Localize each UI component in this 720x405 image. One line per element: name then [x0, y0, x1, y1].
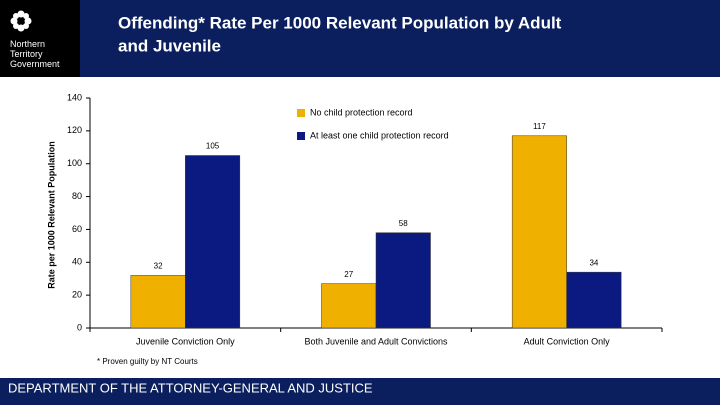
- x-tick-label: Juvenile Conviction Only: [136, 336, 235, 346]
- bar: [375, 232, 431, 329]
- legend-label: At least one child protection record: [310, 130, 449, 140]
- y-tick-label: 80: [72, 191, 82, 201]
- legend-label: No child protection record: [310, 107, 413, 117]
- logo-line: Territory: [10, 49, 43, 59]
- footer-band: [0, 378, 720, 405]
- value-label: 32: [154, 262, 163, 271]
- logo-line: Northern: [10, 39, 45, 49]
- legend-swatch: [297, 132, 305, 140]
- y-tick-label: 120: [67, 125, 82, 135]
- header-band: [0, 0, 720, 77]
- logo-text: Northern Territory Government: [10, 39, 60, 69]
- y-tick-label: 100: [67, 158, 82, 168]
- footnote: * Proven guilty by NT Courts: [97, 357, 198, 366]
- bar: [130, 275, 186, 329]
- bar: [511, 135, 567, 329]
- value-label: 117: [533, 122, 546, 131]
- logo-line: Government: [10, 59, 60, 69]
- x-tick-label: Adult Conviction Only: [524, 336, 611, 346]
- slide-title: and Juvenile: [118, 36, 221, 55]
- value-label: 34: [589, 258, 598, 267]
- bar: [321, 283, 377, 329]
- y-tick-label: 20: [72, 290, 82, 300]
- y-tick-label: 40: [72, 257, 82, 267]
- y-axis-label: Rate per 1000 Relevant Population: [46, 141, 56, 289]
- y-tick-label: 140: [67, 92, 82, 102]
- value-label: 27: [344, 270, 353, 279]
- logo-box: [0, 0, 80, 77]
- legend-swatch: [297, 109, 305, 117]
- y-tick-label: 0: [77, 322, 82, 332]
- y-tick-label: 60: [72, 224, 82, 234]
- logo-icon: [10, 10, 32, 32]
- slide-title: Offending* Rate Per 1000 Relevant Popula…: [118, 13, 562, 32]
- value-label: 105: [206, 142, 220, 151]
- bar: [566, 271, 622, 329]
- value-label: 58: [399, 219, 408, 228]
- x-tick-label: Both Juvenile and Adult Convictions: [304, 336, 448, 346]
- footer-text: DEPARTMENT OF THE ATTORNEY-GENERAL AND J…: [8, 380, 373, 395]
- bar: [185, 155, 241, 329]
